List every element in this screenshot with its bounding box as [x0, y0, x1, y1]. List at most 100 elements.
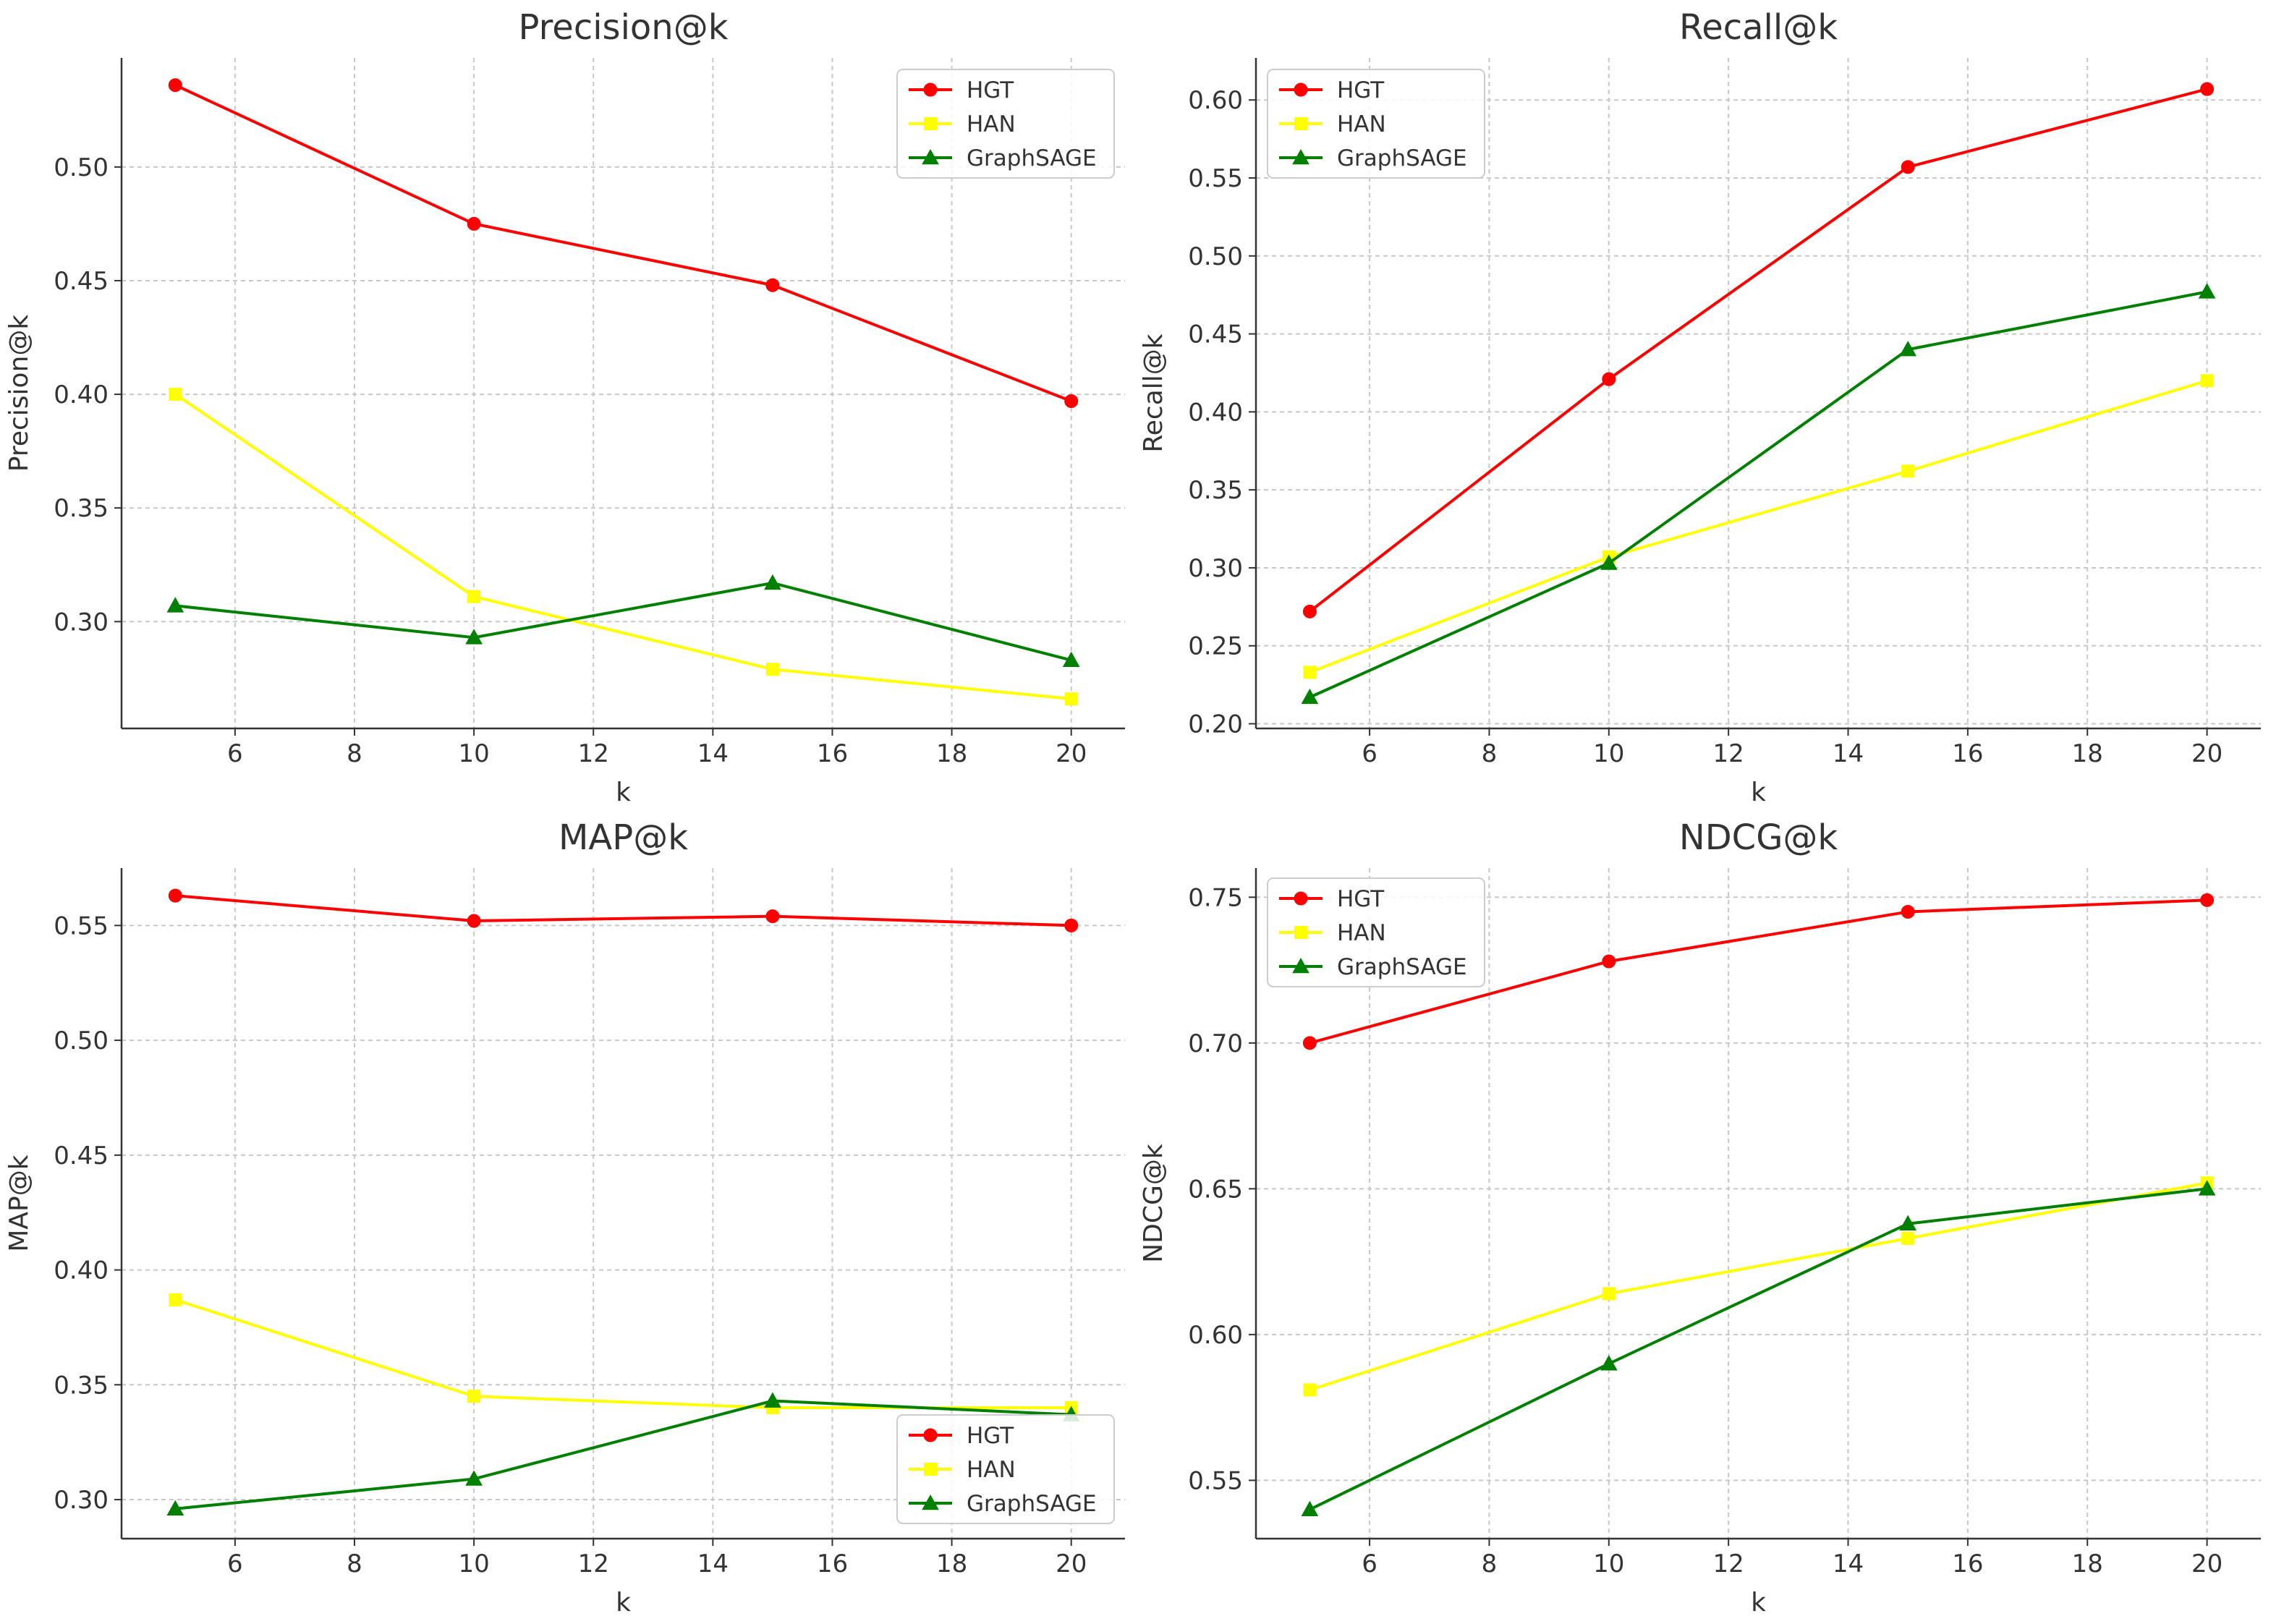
- series-line-han: [174, 393, 1071, 701]
- legend-marker-hgt: [923, 1428, 938, 1442]
- data-point-graphsage: [1301, 1500, 1319, 1516]
- y-axis-label: MAP@k: [4, 1155, 34, 1251]
- series-line-hgt: [1309, 898, 2207, 1045]
- data-point-han: [1602, 1287, 1616, 1301]
- data-point-han: [169, 388, 182, 401]
- x-axis-label: k: [1751, 1588, 1766, 1617]
- data-point-graphsage: [764, 574, 781, 590]
- data-point-graphsage: [1600, 1355, 1618, 1371]
- legend-box: [896, 69, 1115, 179]
- data-point-hgt: [1064, 394, 1079, 408]
- legend-label-hgt: HGT: [967, 77, 1014, 103]
- legend-marker-graphsage: [1292, 148, 1309, 165]
- x-tick-label: 14: [1833, 739, 1864, 768]
- data-point-han: [467, 1390, 481, 1403]
- y-tick-label: 0.55: [1188, 164, 1243, 193]
- series-line-graphsage: [1309, 1187, 2207, 1511]
- data-point-graphsage: [1600, 554, 1618, 570]
- series-line-graphsage: [175, 1399, 1071, 1510]
- data-point-hgt: [765, 909, 780, 924]
- y-tick-label: 0.35: [1188, 476, 1243, 505]
- x-axis-label: k: [616, 1588, 631, 1617]
- x-tick-label: 14: [697, 1549, 729, 1578]
- x-tick-label: 12: [1713, 1549, 1744, 1578]
- x-tick-label: 10: [1593, 1549, 1624, 1578]
- data-point-graphsage: [166, 597, 184, 613]
- legend-label-hgt: HGT: [967, 1423, 1014, 1449]
- y-tick-label: 0.70: [1188, 1029, 1243, 1058]
- data-point-hgt: [1901, 904, 1915, 919]
- legend-label-han: HAN: [1337, 111, 1386, 137]
- x-axis-label: k: [616, 778, 631, 807]
- y-tick-label: 0.30: [54, 608, 109, 637]
- data-point-graphsage: [1899, 341, 1917, 357]
- y-tick-label: 0.25: [1188, 632, 1243, 661]
- y-tick-label: 0.35: [54, 1371, 109, 1400]
- data-point-hgt: [467, 914, 481, 928]
- x-tick-label: 18: [2072, 1549, 2103, 1578]
- data-point-graphsage: [764, 1392, 781, 1408]
- x-tick-label: 16: [1952, 739, 1983, 768]
- legend-label-hgt: HGT: [1337, 77, 1385, 103]
- y-tick-label: 0.60: [1188, 86, 1243, 115]
- x-tick-label: 12: [1713, 739, 1744, 768]
- x-tick-label: 16: [817, 739, 848, 768]
- data-point-hgt: [1602, 372, 1616, 386]
- x-tick-label: 12: [578, 739, 609, 768]
- x-tick-label: 8: [1482, 739, 1498, 768]
- legend-marker-graphsage: [922, 148, 939, 165]
- series-line-hgt: [174, 83, 1072, 403]
- series-line-han: [1309, 379, 2208, 674]
- y-tick-label: 0.40: [54, 381, 109, 409]
- legend-box: [1267, 877, 1485, 987]
- legend-marker-graphsage: [1292, 957, 1309, 974]
- data-point-han: [765, 663, 779, 676]
- legend: HGT HAN GraphSAGE: [896, 69, 1115, 179]
- data-point-graphsage: [1899, 1215, 1917, 1231]
- x-tick-label: 14: [1833, 1549, 1864, 1578]
- data-point-hgt: [765, 278, 780, 292]
- x-tick-label: 8: [347, 739, 362, 768]
- data-point-han: [467, 590, 481, 603]
- x-tick-label: 8: [347, 1549, 362, 1578]
- x-tick-label: 14: [697, 739, 729, 768]
- series-line-hgt: [175, 894, 1071, 927]
- y-tick-label: 0.40: [1188, 398, 1243, 427]
- x-tick-label: 6: [227, 1549, 243, 1578]
- legend-box: [896, 1414, 1115, 1524]
- x-tick-label: 20: [2191, 739, 2223, 768]
- y-tick-label: 0.30: [54, 1486, 109, 1515]
- legend-label-hgt: HGT: [1337, 886, 1385, 912]
- y-tick-label: 0.75: [1188, 883, 1243, 912]
- x-tick-label: 8: [1482, 1549, 1498, 1578]
- x-tick-label: 6: [1362, 739, 1377, 768]
- data-point-graphsage: [465, 629, 483, 645]
- y-tick-label: 0.45: [54, 267, 109, 296]
- x-tick-label: 6: [1362, 1549, 1377, 1578]
- x-tick-label: 20: [2191, 1549, 2223, 1578]
- legend-marker-han: [924, 117, 937, 130]
- x-tick-label: 10: [1593, 739, 1624, 768]
- y-axis-label: Precision@k: [4, 315, 34, 472]
- data-point-hgt: [1602, 954, 1616, 969]
- chart-panel-2: 6 8 10 12 14 16 18 20 0.20 0.25 0.30 0.35 0.40 0.45 0.…: [1139, 7, 2261, 807]
- data-point-graphsage: [1062, 651, 1080, 668]
- x-tick-label: 10: [458, 739, 489, 768]
- legend-label-han: HAN: [967, 111, 1016, 137]
- data-point-hgt: [168, 888, 182, 903]
- legend: HGT HAN GraphSAGE: [1267, 69, 1485, 179]
- x-tick-label: 20: [1056, 739, 1087, 768]
- legend-marker-hgt: [923, 82, 938, 97]
- chart-title: MAP@k: [559, 817, 688, 858]
- y-tick-label: 0.65: [1188, 1175, 1243, 1204]
- y-tick-label: 0.40: [54, 1257, 109, 1285]
- chart-title: Recall@k: [1679, 7, 1838, 48]
- data-point-hgt: [467, 216, 481, 231]
- data-point-han: [1064, 692, 1078, 706]
- data-point-han: [1901, 464, 1915, 478]
- y-tick-label: 0.45: [1188, 320, 1243, 349]
- y-tick-label: 0.55: [1188, 1466, 1243, 1495]
- y-tick-label: 0.50: [1188, 242, 1243, 271]
- legend-label-han: HAN: [967, 1457, 1016, 1483]
